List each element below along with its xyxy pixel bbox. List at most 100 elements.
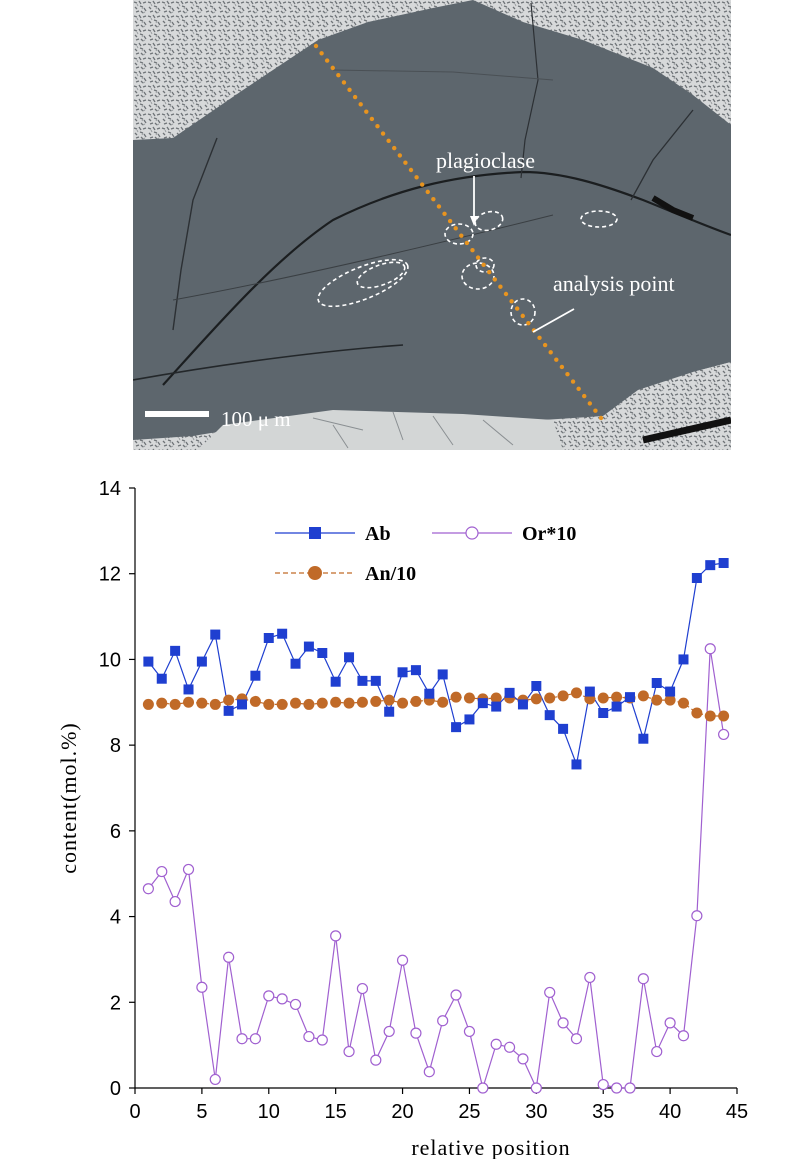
data-point-an10 xyxy=(664,694,676,706)
data-point-an10 xyxy=(611,691,623,703)
data-point-an10 xyxy=(290,697,302,709)
data-point-or10 xyxy=(437,1015,449,1027)
data-point-ab xyxy=(611,701,622,712)
data-point-ab xyxy=(584,686,595,697)
data-point-ab xyxy=(531,681,542,691)
data-point-ab xyxy=(424,688,435,699)
analysis-dot xyxy=(576,386,581,392)
series-lines xyxy=(147,562,725,1091)
data-point-ab xyxy=(651,678,662,688)
analysis-dot xyxy=(453,226,458,231)
inclusion-outlines xyxy=(317,210,618,326)
data-point-or10 xyxy=(637,973,649,985)
analysis-dot xyxy=(380,131,386,136)
y-tick-label: 8 xyxy=(110,735,121,757)
x-tick-label: 10 xyxy=(258,1101,280,1123)
analysis-dot xyxy=(526,320,531,326)
analysis-dot xyxy=(537,335,542,340)
data-point-ab xyxy=(317,648,328,658)
series-line-ab xyxy=(147,562,724,767)
data-point-an10 xyxy=(383,694,395,706)
analysis-dot xyxy=(498,284,503,289)
data-point-an10 xyxy=(570,687,582,699)
x-tick-label: 15 xyxy=(325,1101,347,1123)
data-point-an10 xyxy=(450,691,462,703)
data-point-an10 xyxy=(142,698,154,710)
data-point-or10 xyxy=(584,971,596,984)
legend-label: Ab xyxy=(365,523,391,545)
bse-micrograph: plagioclase analysis point 100 μ m xyxy=(133,0,731,450)
data-point-or10 xyxy=(316,1034,328,1046)
x-tick-label: 20 xyxy=(391,1101,413,1123)
analysis-dot xyxy=(514,306,520,311)
y-tick-label: 2 xyxy=(110,992,121,1014)
data-point-or10 xyxy=(410,1027,422,1039)
series-line-an10 xyxy=(148,692,724,717)
data-point-or10 xyxy=(169,895,181,908)
analysis-dot xyxy=(570,379,576,384)
analysis-dot xyxy=(358,102,363,107)
data-point-or10 xyxy=(223,951,235,963)
legend: Ab Or*10 An/10 xyxy=(275,523,576,585)
analysis-dot xyxy=(464,240,470,246)
x-axis-title: relative position xyxy=(411,1135,570,1159)
analysis-dot xyxy=(397,153,403,158)
data-point-or10 xyxy=(450,989,462,1001)
data-point-ab xyxy=(477,698,488,709)
data-point-or10 xyxy=(276,993,288,1005)
data-point-or10 xyxy=(249,1033,261,1045)
series-markers xyxy=(142,558,730,1094)
data-point-or10 xyxy=(263,990,275,1002)
plagioclase-arrowhead xyxy=(470,216,478,226)
analysis-dot xyxy=(565,372,570,377)
analysis-dot xyxy=(520,313,525,319)
x-tick-label: 25 xyxy=(458,1101,480,1123)
analysis-dot xyxy=(548,350,553,355)
data-point-ab xyxy=(410,665,421,676)
data-point-an10 xyxy=(169,698,181,710)
y-tick-label: 10 xyxy=(99,649,121,671)
data-point-or10 xyxy=(597,1078,609,1091)
analysis-dot xyxy=(324,58,330,63)
data-point-or10 xyxy=(303,1030,315,1043)
analysis-dot xyxy=(447,218,453,224)
data-point-an10 xyxy=(196,697,208,709)
analysis-dot xyxy=(554,357,559,362)
data-point-or10 xyxy=(330,930,342,942)
data-point-ab xyxy=(718,558,729,568)
analysis-dot xyxy=(598,415,604,421)
data-point-or10 xyxy=(156,865,168,878)
data-point-an10 xyxy=(704,710,716,722)
data-point-or10 xyxy=(691,910,703,922)
data-point-or10 xyxy=(343,1045,355,1058)
crack xyxy=(162,170,731,386)
data-point-or10 xyxy=(477,1082,489,1094)
data-point-an10 xyxy=(263,698,275,710)
data-point-ab xyxy=(370,675,381,686)
data-point-an10 xyxy=(544,692,556,704)
analysis-dot xyxy=(419,182,425,187)
data-point-or10 xyxy=(182,863,195,876)
x-tick-label: 40 xyxy=(659,1101,681,1123)
data-point-an10 xyxy=(490,692,502,704)
data-point-an10 xyxy=(316,697,328,709)
data-point-ab xyxy=(598,708,609,718)
data-point-or10 xyxy=(624,1082,636,1094)
data-point-ab xyxy=(451,722,462,733)
data-point-or10 xyxy=(544,986,556,999)
x-tick-label: 5 xyxy=(196,1101,207,1123)
scale-bar xyxy=(145,411,209,417)
data-point-an10 xyxy=(183,696,195,708)
data-point-ab xyxy=(571,759,582,770)
analysis-dot xyxy=(459,233,464,238)
data-point-an10 xyxy=(410,695,422,707)
data-point-or10 xyxy=(570,1033,583,1045)
analysis-dot xyxy=(436,204,442,209)
data-point-ab xyxy=(437,669,448,680)
analysis-dot xyxy=(386,138,391,144)
data-point-or10 xyxy=(651,1045,663,1058)
data-point-ab xyxy=(624,692,635,703)
analysis-dot xyxy=(352,94,358,100)
axes: 0 2 4 6 8 10 12 14 0 5 10 15 20 25 30 35 40 45 xyxy=(99,478,748,1123)
analysis-dot xyxy=(336,72,341,78)
